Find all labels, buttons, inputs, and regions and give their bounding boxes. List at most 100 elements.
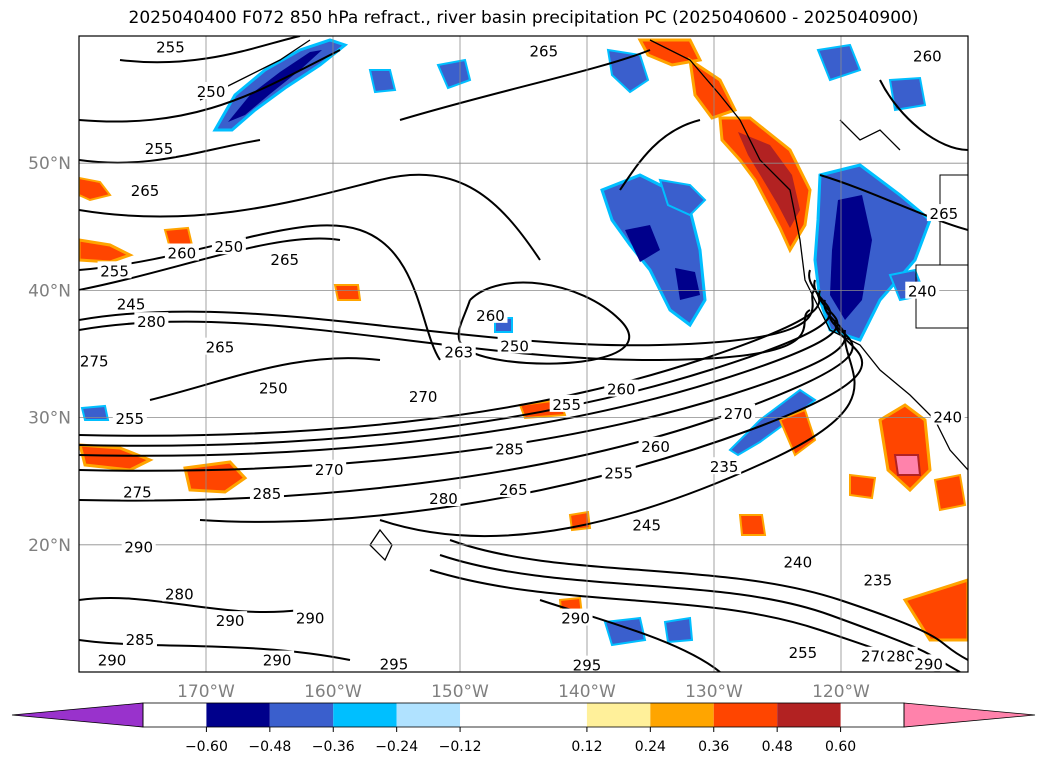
colorbar-tick-label: −0.48 xyxy=(248,739,291,755)
contour-label: 295 xyxy=(573,657,602,675)
lon-tick-label: 150°W xyxy=(431,682,489,702)
colorbar: −0.60 −0.48 −0.36 −0.24 −0.12 0.12 0.24 0.36 0.4… xyxy=(11,702,1036,755)
contour-label-bg xyxy=(260,650,295,668)
contour-label: 255 xyxy=(115,410,144,428)
contour-label: 245 xyxy=(117,295,146,313)
contour-label-bg xyxy=(911,654,946,672)
contour-label-bg xyxy=(249,483,284,501)
contour-label-bg xyxy=(601,463,636,481)
contour-label-bg xyxy=(376,654,411,672)
contour-label-bg xyxy=(153,37,188,55)
contour-label: 250 xyxy=(500,337,529,355)
latitude-axis: 50°N 40°N 30°N 20°N xyxy=(28,154,71,556)
colorbar-extend-high xyxy=(903,702,1036,728)
chart-title: 2025040400 F072 850 hPa refract., river … xyxy=(128,8,919,28)
contour-label: 255 xyxy=(156,38,185,56)
colorbar-bin xyxy=(650,703,714,727)
contour-label-bg xyxy=(780,552,815,570)
contour-label: 255 xyxy=(604,465,633,483)
contour-labels: 255 250 265 260 255 265 260 250 265 255 245 280 265 2… xyxy=(79,37,965,675)
contour-label-bg xyxy=(293,608,328,626)
contour-label-bg xyxy=(202,337,237,355)
lon-tick-label: 140°W xyxy=(558,682,616,702)
colorbar-tick-label: −0.36 xyxy=(312,739,355,755)
lon-tick-label: 160°W xyxy=(304,682,362,702)
contour-label-bg xyxy=(526,41,561,59)
contour-label-bg xyxy=(638,436,673,454)
contour-label: 290 xyxy=(263,652,292,670)
contour-label: 255 xyxy=(100,262,129,280)
colorbar-tick-label: 0.60 xyxy=(825,739,856,755)
contour-label: 270 xyxy=(861,648,890,666)
contour-label: 265 xyxy=(131,182,160,200)
contour-label: 295 xyxy=(380,655,409,673)
contour-label-bg xyxy=(930,407,965,425)
contour-label-bg xyxy=(95,650,130,668)
contour-label: 275 xyxy=(80,353,109,371)
contour-label: 235 xyxy=(864,571,893,589)
contour-label-bg xyxy=(604,379,639,397)
contour-label-bg xyxy=(112,408,147,426)
contour-label: 270 xyxy=(315,461,344,479)
colorbar-frame xyxy=(142,702,905,728)
contour-label: 255 xyxy=(552,396,581,414)
contour-label: 290 xyxy=(296,610,325,628)
contour-label: 240 xyxy=(908,283,937,301)
contour-label-bg xyxy=(142,139,177,157)
colorbar-bin xyxy=(713,703,778,727)
contour-label: 285 xyxy=(126,631,155,649)
colorbar-bin xyxy=(206,703,270,727)
colorbar-tick-label: −0.12 xyxy=(439,739,482,755)
contour-label-bg xyxy=(629,515,664,533)
contour-label: 250 xyxy=(259,379,288,397)
contour-label-bg xyxy=(883,646,918,664)
contour-label-bg xyxy=(707,457,742,475)
lon-tick-label: 130°W xyxy=(685,682,743,702)
contour-label: 250 xyxy=(215,238,244,256)
contour-label-bg xyxy=(549,394,584,412)
contour-label: 255 xyxy=(145,140,174,158)
refractivity-contours xyxy=(79,36,968,672)
contour-label-bg xyxy=(492,439,527,457)
contour-label: 290 xyxy=(561,610,590,628)
contour-label-bg xyxy=(211,237,246,255)
contour-label: 260 xyxy=(168,245,197,263)
contour-label-bg xyxy=(79,351,112,369)
contour-label: 290 xyxy=(216,612,245,630)
contour-label-bg xyxy=(406,387,441,405)
colorbar-bin xyxy=(586,703,651,727)
contour-label-bg xyxy=(570,655,604,672)
longitude-axis: 170°W 160°W 150°W 140°W 130°W 120°W xyxy=(177,682,870,702)
contour-label: 265 xyxy=(529,42,558,60)
contour-label: 250 xyxy=(197,83,226,101)
contour-label: 260 xyxy=(476,307,505,325)
lat-tick-label: 30°N xyxy=(28,409,71,429)
contour-label-bg xyxy=(910,46,945,64)
contour-label: 280 xyxy=(429,490,458,508)
contour-label: 285 xyxy=(253,485,282,503)
contour-label-bg xyxy=(162,584,197,602)
contour-label: 290 xyxy=(914,655,943,673)
contour-label-bg xyxy=(267,249,302,267)
contour-label-bg xyxy=(497,336,532,354)
contour-label: 260 xyxy=(913,47,942,65)
contour-label-bg xyxy=(905,281,940,299)
contour-label-bg xyxy=(785,642,820,660)
contour-label-bg xyxy=(721,403,756,421)
contour-label-bg xyxy=(860,570,895,588)
contour-label: 290 xyxy=(124,538,153,556)
contour-label-bg xyxy=(426,489,461,507)
contour-label-bg xyxy=(134,312,169,330)
contour-label-bg xyxy=(128,181,163,199)
contour-label-bg xyxy=(496,480,531,498)
colorbar-tick-label: 0.12 xyxy=(571,739,602,755)
lat-tick-label: 40°N xyxy=(28,281,71,301)
contour-label: 265 xyxy=(270,251,299,269)
contour-label: 235 xyxy=(710,458,739,476)
contour-label-bg xyxy=(121,537,156,555)
contour-label-bg xyxy=(97,261,132,279)
contour-label-bg xyxy=(256,378,291,396)
contour-label: 275 xyxy=(123,484,152,502)
contour-label-bg xyxy=(926,204,961,222)
contour-label: 265 xyxy=(206,339,235,357)
